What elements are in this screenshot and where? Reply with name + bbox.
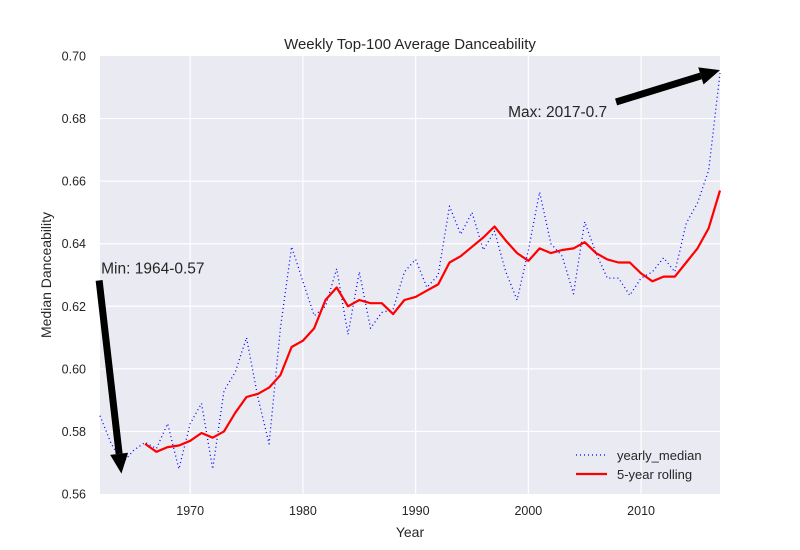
y-tick-label: 0.66 (62, 175, 86, 189)
plot-background (100, 56, 720, 494)
y-tick-label: 0.60 (62, 362, 86, 376)
annotations: Max: 2017-0.7 Min: 1964-0.57 (95, 67, 720, 474)
min-annotation-label: Min: 1964-0.57 (101, 260, 204, 277)
x-tick-label: 1990 (402, 504, 430, 518)
y-tick-labels: 0.56 0.58 0.60 0.62 0.64 0.66 0.68 0.70 (62, 50, 86, 502)
y-axis-label: Median Danceability (38, 212, 54, 338)
legend-label-yearly-median: yearly_median (617, 448, 702, 463)
min-arrow-head (110, 452, 129, 474)
max-annotation-label: Max: 2017-0.7 (508, 104, 607, 121)
max-arrow-shaft (615, 72, 702, 106)
x-tick-label: 1970 (176, 504, 204, 518)
y-tick-label: 0.64 (62, 237, 86, 251)
y-tick-label: 0.56 (62, 488, 86, 502)
legend: yearly_median 5-year rolling (576, 448, 702, 482)
y-tick-label: 0.58 (62, 425, 86, 439)
max-arrow (615, 67, 720, 106)
x-tick-label: 1980 (289, 504, 317, 518)
x-tick-label: 2010 (627, 504, 655, 518)
y-tick-label: 0.70 (62, 50, 86, 64)
min-arrow-shaft (95, 280, 123, 455)
y-tick-label: 0.68 (62, 112, 86, 126)
x-axis-label: Year (396, 524, 425, 540)
max-arrow-head (698, 67, 720, 85)
series-rolling-line (144, 190, 722, 453)
x-tick-labels: 1970 1980 1990 2000 2010 (176, 504, 655, 518)
min-arrow (95, 280, 129, 474)
chart-title: Weekly Top-100 Average Danceability (284, 36, 536, 53)
series-layer (99, 73, 722, 470)
y-tick-label: 0.62 (62, 300, 86, 314)
legend-label-rolling: 5-year rolling (617, 467, 692, 482)
grid (100, 56, 720, 494)
x-tick-label: 2000 (514, 504, 542, 518)
